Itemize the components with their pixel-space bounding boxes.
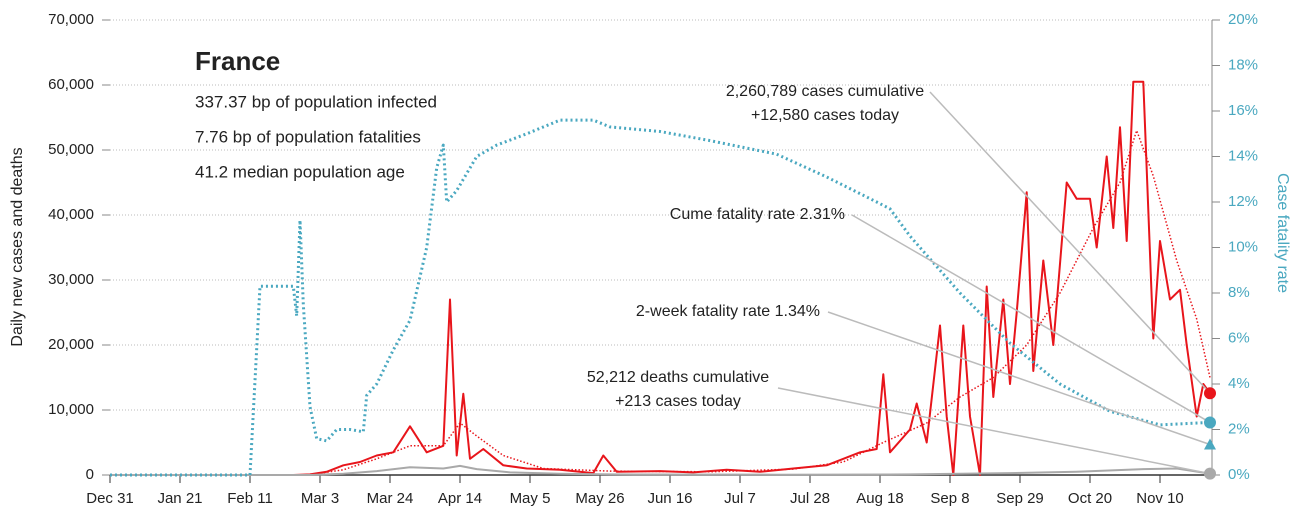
y2-tick-label: 14% — [1228, 147, 1258, 164]
series-line — [110, 80, 1211, 476]
y-tick-label: 50,000 — [48, 141, 94, 158]
subtitle-line: 41.2 median population age — [195, 162, 405, 181]
x-tick-label: Jan 21 — [157, 490, 202, 507]
series-line — [110, 118, 1211, 477]
series-line — [309, 129, 1211, 476]
x-tick-label: Oct 20 — [1068, 490, 1112, 507]
annotation-text: 52,212 deaths cumulative — [587, 369, 769, 386]
leader-line — [827, 311, 1211, 446]
x-tick-label: May 5 — [510, 490, 551, 507]
annotation-text: +213 cases today — [615, 393, 741, 410]
end-marker — [1204, 387, 1216, 400]
end-marker — [1204, 416, 1216, 429]
y-axis-label: Daily new cases and deaths — [9, 147, 26, 346]
end-marker — [1204, 467, 1216, 480]
y2-tick-label: 12% — [1228, 193, 1258, 210]
y-tick-label: 0 — [86, 466, 94, 483]
y2-axis-label: Case fatality rate — [1274, 173, 1291, 293]
x-tick-label: Mar 3 — [301, 490, 339, 507]
y2-tick-label: 2% — [1228, 420, 1250, 437]
annotation-text: Cume fatality rate 2.31% — [670, 206, 845, 223]
y2-tick-label: 4% — [1228, 375, 1250, 392]
series-line — [110, 464, 1211, 476]
y2-tick-label: 20% — [1228, 11, 1258, 28]
x-tick-label: Mar 24 — [367, 490, 414, 507]
y2-tick-label: 0% — [1228, 466, 1250, 483]
y2-tick-label: 18% — [1228, 56, 1258, 73]
x-tick-label: Aug 18 — [856, 490, 904, 507]
x-tick-label: Jul 28 — [790, 490, 830, 507]
subtitle-line: 7.76 bp of population fatalities — [195, 127, 421, 146]
y-tick-label: 10,000 — [48, 401, 94, 418]
x-tick-label: Nov 10 — [1136, 490, 1184, 507]
y-tick-label: 20,000 — [48, 336, 94, 353]
x-tick-label: Sep 8 — [930, 490, 969, 507]
y-tick-label: 70,000 — [48, 11, 94, 28]
subtitle-line: 337.37 bp of population infected — [195, 92, 437, 111]
y-tick-label: 40,000 — [48, 206, 94, 223]
y2-tick-label: 6% — [1228, 329, 1250, 346]
x-tick-label: May 26 — [575, 490, 624, 507]
x-tick-label: Sep 29 — [996, 490, 1044, 507]
x-tick-label: Jul 7 — [724, 490, 756, 507]
y2-tick-label: 16% — [1228, 102, 1258, 119]
x-tick-label: Apr 14 — [438, 490, 482, 507]
y2-tick-label: 8% — [1228, 284, 1250, 301]
end-marker — [1204, 438, 1216, 450]
annotation-text: +12,580 cases today — [751, 107, 899, 124]
y-tick-label: 30,000 — [48, 271, 94, 288]
chart-title: France — [195, 46, 280, 76]
leader-line — [777, 387, 1211, 475]
x-tick-label: Jun 16 — [647, 490, 692, 507]
annotation-text: 2,260,789 cases cumulative — [726, 83, 924, 100]
y2-tick-label: 10% — [1228, 238, 1258, 255]
y-tick-label: 60,000 — [48, 76, 94, 93]
annotation-text: 2-week fatality rate 1.34% — [636, 303, 820, 320]
leader-line — [851, 214, 1211, 424]
leader-line — [929, 91, 1211, 394]
x-tick-label: Dec 31 — [86, 490, 134, 507]
x-tick-label: Feb 11 — [227, 490, 273, 507]
